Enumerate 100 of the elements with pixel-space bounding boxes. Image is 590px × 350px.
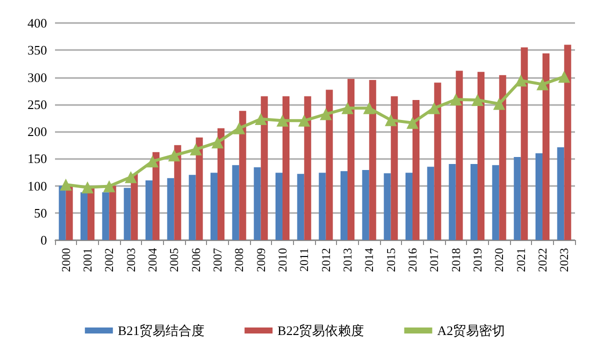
bar (448, 164, 456, 240)
bar (282, 96, 290, 240)
point (472, 94, 484, 106)
x-tick-label: 2019 (470, 248, 484, 272)
y-tick-label: 250 (28, 96, 47, 112)
bar (369, 80, 376, 240)
point (212, 136, 224, 148)
point (82, 181, 94, 194)
bar (80, 192, 88, 240)
bar (470, 164, 478, 240)
bar (362, 170, 370, 240)
x-tick-label: 2003 (124, 248, 138, 272)
bar (318, 172, 326, 240)
point (450, 93, 462, 106)
point (320, 108, 332, 120)
bar (492, 165, 500, 240)
y-tick-label: 150 (28, 151, 47, 166)
x-tick-label: 2013 (340, 248, 354, 272)
bar (427, 166, 434, 240)
bar (478, 72, 484, 240)
bar (196, 137, 203, 240)
bar (542, 53, 550, 240)
bar (102, 192, 110, 240)
y-tick-label: 300 (28, 70, 47, 85)
bar (146, 180, 152, 240)
x-tick-label: 2014 (362, 248, 376, 272)
bar (297, 174, 304, 240)
x-tick-label: 2018 (448, 248, 463, 272)
legend-label: B22贸易依赖度 (278, 323, 364, 338)
x-tick-label: 2012 (318, 248, 333, 272)
x-tick-label: 2010 (276, 248, 290, 272)
y-tick-label: 100 (28, 178, 47, 194)
point (384, 114, 397, 126)
point (536, 78, 548, 90)
bar (152, 152, 160, 240)
point (254, 113, 267, 126)
y-tick-label: 400 (28, 16, 47, 30)
point (168, 149, 180, 162)
point (190, 143, 202, 156)
bar (406, 172, 412, 240)
x-tick-label: 2015 (384, 248, 398, 272)
bar (66, 186, 73, 240)
bar (536, 153, 542, 240)
bar (520, 47, 528, 240)
bar (188, 174, 196, 240)
bar (390, 96, 398, 240)
bar (58, 186, 66, 240)
x-tick-label: 2004 (146, 248, 160, 272)
point (146, 155, 158, 168)
y-tick-label: 50 (34, 205, 47, 220)
bar (384, 173, 391, 240)
bar (124, 188, 131, 240)
legend-label: B21贸易结合度 (118, 323, 205, 338)
point (60, 178, 72, 191)
bar (412, 100, 420, 240)
bar (218, 128, 224, 240)
bar (340, 171, 348, 240)
point (124, 171, 137, 184)
y-tick-label: 350 (28, 42, 47, 58)
point (233, 122, 246, 134)
bar (239, 110, 246, 240)
point (276, 114, 288, 127)
x-tick-label: 2008 (232, 248, 246, 272)
point (298, 114, 310, 127)
x-tick-label: 2022 (536, 248, 550, 272)
bar (232, 165, 240, 240)
point (363, 102, 376, 114)
bar (109, 186, 116, 240)
bar (434, 82, 442, 240)
bar (304, 96, 312, 240)
bar (326, 90, 333, 240)
x-tick-label: 2000 (58, 248, 73, 272)
x-tick-label: 2002 (102, 248, 116, 272)
bar (167, 178, 174, 240)
x-tick-label: 2017 (427, 248, 442, 272)
point (558, 70, 570, 83)
x-tick-label: 2016 (406, 248, 420, 272)
x-tick-label: 2023 (557, 248, 572, 272)
bar (514, 157, 521, 240)
point (493, 98, 506, 110)
point (103, 180, 116, 192)
x-tick-label: 2006 (188, 248, 203, 272)
bar (276, 172, 282, 240)
x-tick-label: 2011 (297, 248, 312, 272)
bar (456, 70, 463, 240)
y-tick-label: 0 (40, 232, 47, 248)
bar (564, 44, 572, 240)
point (342, 102, 354, 114)
point (514, 74, 527, 87)
x-tick-label: 2007 (210, 248, 224, 272)
y-tick-label: 200 (28, 124, 47, 139)
x-tick-label: 2020 (492, 248, 506, 272)
x-tick-label: 2021 (514, 248, 528, 272)
x-tick-label: 2001 (80, 248, 94, 272)
x-tick-label: 2009 (254, 248, 268, 272)
point (406, 116, 418, 129)
bar (210, 172, 218, 240)
point (428, 102, 440, 114)
bar (130, 174, 138, 240)
bar (254, 167, 261, 240)
